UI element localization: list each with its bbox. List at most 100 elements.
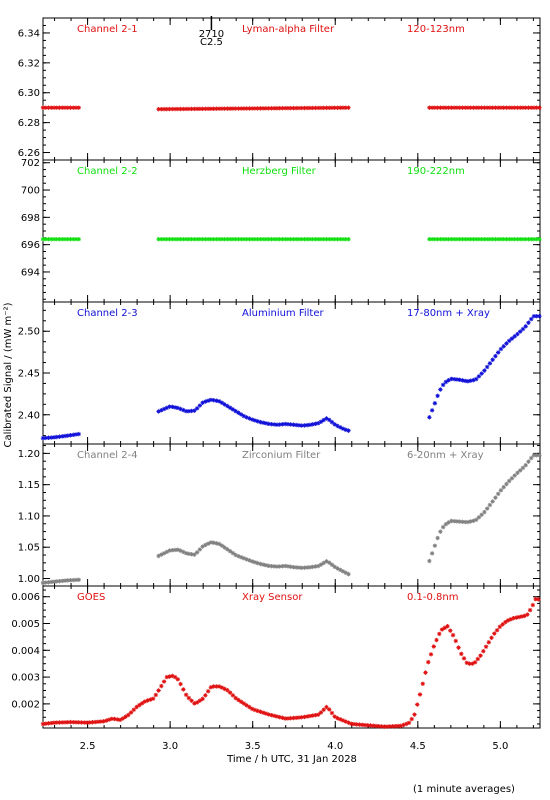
data-point	[343, 427, 348, 432]
x-tick-label: 3.5	[245, 741, 261, 752]
data-point	[454, 105, 460, 110]
data-point	[62, 236, 68, 242]
data-point	[313, 236, 318, 242]
data-point	[51, 236, 57, 242]
data-point	[49, 720, 54, 726]
data-point	[493, 236, 498, 242]
data-point	[247, 704, 252, 710]
data-point	[293, 236, 299, 242]
data-point	[175, 236, 181, 242]
data-point	[489, 635, 494, 640]
panel-frame	[42, 17, 541, 161]
data-point	[68, 433, 73, 438]
data-point	[490, 499, 495, 504]
data-point	[429, 408, 435, 413]
data-point	[68, 236, 73, 242]
data-point	[482, 236, 487, 242]
data-point	[471, 518, 476, 524]
data-point	[71, 236, 76, 242]
data-point	[438, 529, 443, 534]
data-point	[472, 660, 478, 665]
data-point	[285, 564, 291, 569]
data-point	[465, 105, 471, 110]
data-point	[338, 236, 343, 242]
data-point	[183, 236, 189, 242]
data-point	[241, 556, 247, 561]
data-point	[537, 314, 542, 319]
data-point	[244, 236, 249, 242]
data-point	[192, 701, 197, 706]
data-point	[495, 491, 501, 497]
data-point	[40, 580, 46, 586]
data-point	[338, 717, 343, 722]
data-point	[258, 419, 263, 425]
data-point	[520, 236, 526, 242]
data-point	[183, 106, 189, 112]
data-point	[192, 236, 197, 242]
data-point	[260, 236, 266, 242]
data-point	[482, 105, 487, 110]
data-point	[443, 236, 449, 242]
data-point	[318, 562, 324, 567]
data-point	[517, 329, 523, 334]
y-tick-label: 700	[21, 186, 40, 197]
data-point	[335, 566, 340, 571]
data-point	[332, 105, 337, 110]
data-point	[454, 236, 460, 242]
data-point	[429, 105, 435, 110]
data-point	[307, 565, 313, 570]
y-tick-label: 6.34	[18, 28, 40, 39]
data-point	[60, 720, 65, 725]
data-point	[302, 423, 307, 428]
data-point	[189, 236, 194, 242]
data-point	[197, 106, 203, 112]
data-point	[515, 236, 520, 242]
data-point	[471, 377, 476, 383]
data-point	[178, 548, 183, 553]
data-point	[241, 106, 247, 111]
data-point	[282, 236, 288, 242]
data-point	[40, 721, 46, 727]
data-point	[225, 236, 230, 242]
data-point	[274, 106, 280, 111]
data-point	[310, 713, 315, 718]
data-point	[321, 105, 326, 111]
data-point	[457, 236, 462, 242]
data-point	[214, 236, 219, 242]
data-point	[79, 720, 84, 725]
data-point	[142, 699, 148, 704]
data-point	[71, 577, 76, 583]
data-point	[504, 105, 509, 110]
data-point	[263, 106, 269, 111]
data-point	[164, 674, 170, 680]
panel-channel-label: Channel 2-3	[77, 308, 138, 319]
data-point	[230, 550, 236, 556]
data-point	[321, 560, 326, 566]
data-point	[205, 689, 211, 694]
data-point	[164, 405, 170, 411]
data-point	[274, 714, 280, 719]
data-point	[148, 697, 153, 702]
data-point	[208, 106, 214, 111]
data-point	[490, 357, 495, 362]
data-point	[530, 602, 536, 608]
data-point	[487, 105, 493, 110]
data-point	[62, 433, 68, 439]
data-point	[299, 565, 304, 571]
data-point	[271, 106, 277, 111]
data-point	[120, 716, 126, 721]
data-point	[299, 423, 304, 428]
data-point	[504, 481, 509, 487]
data-point	[73, 720, 79, 725]
data-point	[299, 236, 304, 242]
data-point	[332, 236, 337, 242]
data-point	[523, 462, 528, 468]
data-point	[49, 105, 54, 110]
data-point	[409, 716, 414, 722]
data-point	[527, 607, 533, 613]
data-point	[495, 236, 501, 242]
data-point	[73, 236, 79, 242]
data-point	[431, 644, 436, 649]
data-point	[512, 473, 517, 478]
data-point	[60, 578, 65, 584]
